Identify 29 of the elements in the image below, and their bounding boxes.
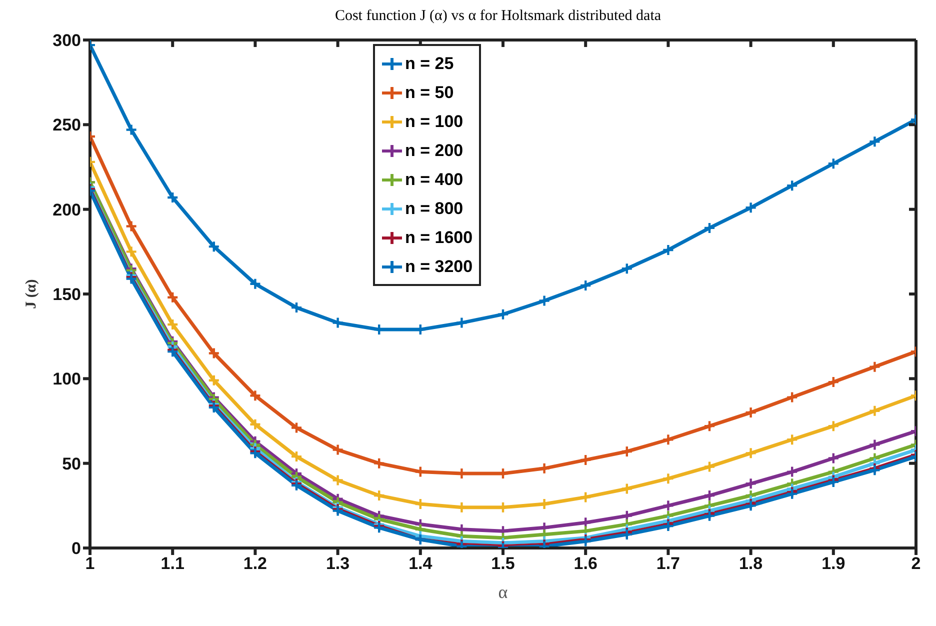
legend-label: n = 3200 [405, 256, 473, 276]
legend-label: n = 50 [405, 82, 454, 102]
x-tick-label: 1.6 [574, 554, 598, 574]
y-tick-label: 50 [62, 454, 81, 474]
x-axis-title: α [498, 582, 508, 602]
legend-label: n = 400 [405, 170, 464, 190]
y-tick-label: 250 [52, 116, 81, 135]
y-tick-label: 200 [52, 200, 81, 220]
legend-label: n = 25 [405, 54, 454, 74]
x-tick-label: 1.9 [822, 554, 846, 574]
x-tick-label: 1 [85, 554, 95, 574]
y-axis-title: J (α) [23, 279, 40, 309]
x-tick-label: 1.7 [656, 554, 680, 574]
x-tick-label: 1.3 [326, 554, 350, 574]
x-tick-label: 2 [911, 554, 921, 574]
legend-label: n = 1600 [405, 228, 473, 248]
legend-label: n = 800 [405, 198, 464, 218]
chart-title: Cost function J (α) vs α for Holtsmark distributed data [334, 8, 662, 26]
legend-label: n = 100 [405, 112, 464, 132]
y-tick-label: 100 [52, 370, 81, 389]
y-tick-label: 150 [52, 285, 81, 304]
y-tick-label: 300 [52, 31, 81, 50]
x-tick-label: 1.4 [408, 554, 433, 574]
x-tick-label: 1.1 [160, 554, 184, 574]
y-tick-label: 0 [72, 539, 81, 558]
x-tick-label: 1.2 [243, 554, 268, 574]
x-tick-label: 1.5 [491, 554, 515, 574]
x-tick-label: 1.8 [738, 554, 763, 574]
legend-label: n = 200 [405, 140, 464, 160]
